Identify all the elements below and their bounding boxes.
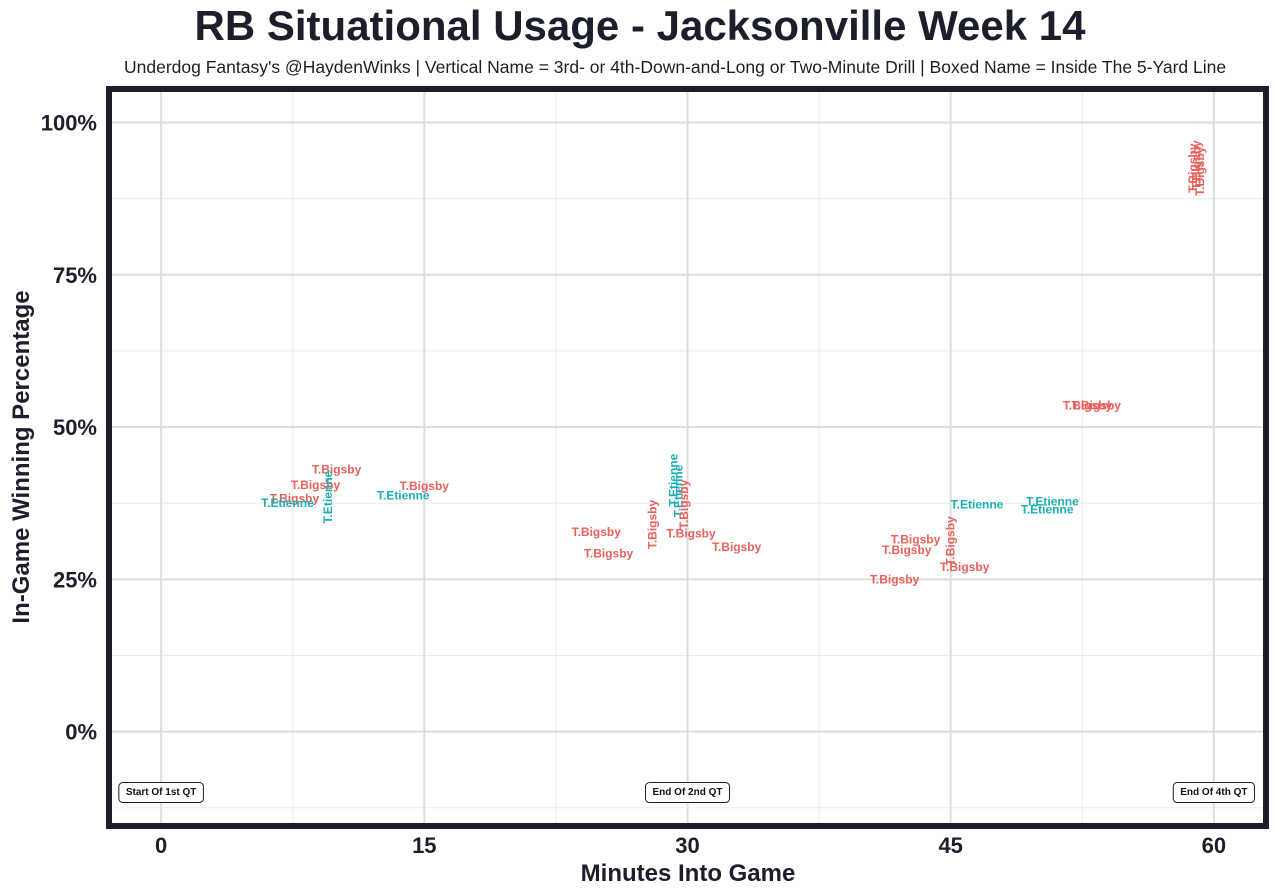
player-label: T.Bigsby	[712, 540, 762, 554]
player-label: T.Bigsby	[870, 572, 920, 586]
player-label: T.Etienne	[951, 497, 1004, 511]
player-label: T.Bigsby	[882, 543, 932, 557]
player-label: T.Bigsby	[312, 463, 362, 477]
quarter-annotation: End Of 4th QT	[1172, 782, 1255, 804]
player-label: T.Bigsby	[1063, 399, 1113, 413]
chart-title: RB Situational Usage - Jacksonville Week…	[194, 2, 1086, 49]
x-tick-label: 45	[938, 833, 962, 858]
annotation-text: End Of 2nd QT	[653, 787, 723, 798]
player-label: T.Etienne	[1026, 494, 1079, 508]
y-tick-label: 50%	[53, 415, 97, 440]
annotation-text: End Of 4th QT	[1180, 787, 1247, 798]
player-label: T.Bigsby	[1072, 399, 1122, 413]
player-label: T.Bigsby	[291, 478, 341, 492]
x-tick-label: 15	[412, 833, 436, 858]
annotation-box	[645, 782, 730, 804]
y-tick-label: 75%	[53, 263, 97, 288]
player-label: T.Etienne	[377, 488, 430, 502]
quarter-annotation: Start Of 1st QT	[118, 782, 204, 804]
player-label: T.Bigsby	[645, 500, 659, 550]
x-tick-label: 30	[675, 833, 699, 858]
player-label: T.Bigsby	[666, 527, 716, 541]
quarter-annotation: End Of 2nd QT	[645, 782, 730, 804]
x-tick-label: 60	[1202, 833, 1226, 858]
player-label: T.Bigsby	[944, 516, 958, 566]
player-label: T.Bigsby	[400, 479, 450, 493]
grid-major	[112, 92, 1263, 823]
chart-subtitle: Underdog Fantasy's @HaydenWinks | Vertic…	[124, 57, 1227, 77]
x-axis-ticks: 0 15 30 45 60	[155, 833, 1226, 858]
player-label: T.Bigsby	[677, 479, 691, 529]
player-label: T.Etienne	[666, 453, 680, 506]
player-label: T.Etienne	[321, 470, 335, 523]
player-label: T.Bigsby	[891, 533, 941, 547]
player-label: T.Bigsby	[1189, 140, 1203, 190]
player-label: T.Bigsby	[1186, 143, 1200, 193]
player-label: T.Etienne	[1021, 502, 1074, 516]
annotation-box	[1172, 782, 1255, 804]
player-label: T.Etienne	[261, 496, 314, 510]
y-axis-label: In-Game Winning Percentage	[8, 290, 35, 623]
player-label: T.Bigsby	[270, 491, 320, 505]
quarter-annotations: Start Of 1st QT End Of 2nd QT End Of 4th Q…	[118, 782, 1255, 804]
player-label: T.Bigsby	[572, 525, 622, 539]
y-tick-label: 100%	[41, 110, 97, 135]
y-axis-ticks: 0% 25% 50% 75% 100%	[41, 110, 97, 744]
player-label: T.Bigsby	[1193, 146, 1207, 196]
panel-border	[106, 86, 1269, 829]
player-label: T.Bigsby	[584, 547, 634, 561]
annotation-text: Start Of 1st QT	[126, 787, 197, 798]
player-label: T.Bigsby	[940, 560, 990, 574]
annotation-box	[118, 782, 204, 804]
y-tick-label: 25%	[53, 567, 97, 592]
player-label: T.Etienne	[672, 464, 686, 517]
y-tick-label: 0%	[65, 720, 97, 745]
x-axis-label: Minutes Into Game	[581, 860, 796, 887]
x-tick-label: 0	[155, 833, 167, 858]
